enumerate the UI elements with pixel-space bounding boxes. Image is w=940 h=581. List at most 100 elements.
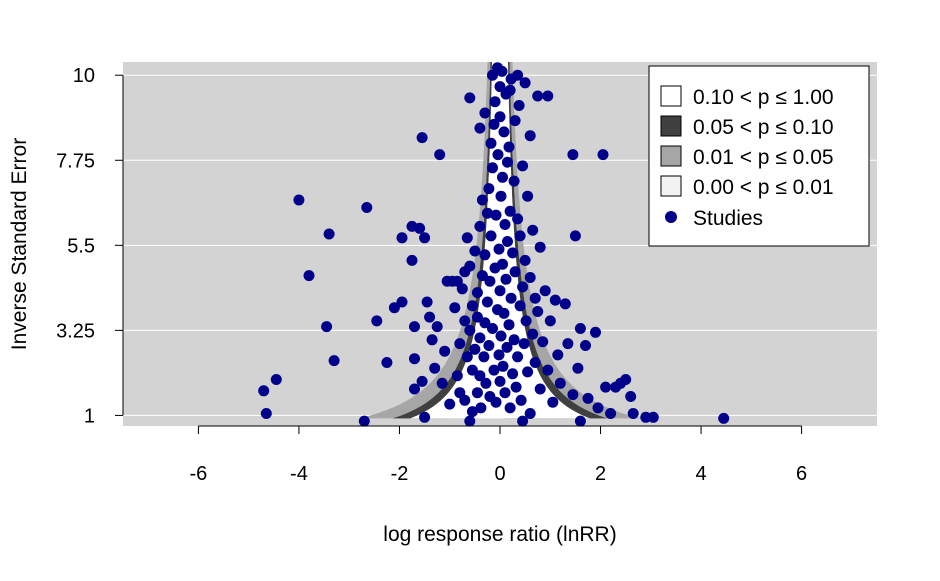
study-point	[361, 202, 373, 213]
y-tick-label: 3.25	[56, 320, 95, 342]
study-point	[497, 360, 509, 372]
study-point	[487, 69, 498, 81]
study-point	[371, 315, 383, 327]
study-point	[416, 375, 428, 387]
legend-swatch-2	[660, 115, 682, 137]
study-point	[498, 126, 510, 138]
study-point	[549, 294, 561, 306]
study-point	[562, 338, 574, 350]
study-point	[502, 236, 513, 247]
study-point	[456, 283, 468, 295]
legend-swatch-1	[660, 85, 682, 107]
study-point	[451, 370, 463, 382]
study-point	[552, 349, 564, 361]
x-axis: -6 -4 -2 0 2 4 6	[190, 425, 807, 485]
study-point	[494, 111, 506, 123]
study-point	[590, 326, 601, 338]
study-point	[496, 65, 508, 77]
study-point	[485, 230, 497, 242]
study-point	[469, 245, 481, 257]
study-point	[554, 377, 566, 389]
contour-regions	[359, 62, 641, 419]
study-point	[542, 90, 554, 102]
study-point	[605, 408, 617, 419]
x-tick-label: 2	[595, 463, 606, 485]
study-point	[559, 298, 571, 310]
legend: 0.10 < p ≤ 1.00 0.05 < p ≤ 0.10 0.01 < p…	[648, 65, 870, 247]
legend-swatch-4	[660, 175, 682, 197]
study-point	[519, 77, 531, 89]
study-point	[471, 311, 483, 323]
study-point	[409, 383, 420, 395]
study-point	[532, 90, 544, 102]
study-point	[487, 323, 498, 334]
x-tick-label: 0	[494, 463, 505, 485]
study-point	[469, 343, 481, 355]
study-point	[421, 296, 433, 308]
legend-swatch-3	[660, 145, 682, 167]
study-point	[474, 370, 486, 382]
study-point	[517, 415, 529, 427]
study-point	[471, 287, 483, 299]
study-point	[464, 92, 476, 104]
study-point	[474, 220, 486, 232]
study-point	[479, 107, 491, 119]
study-point	[321, 321, 333, 333]
x-tick-label: 6	[796, 463, 807, 485]
study-point	[449, 302, 461, 314]
study-point	[471, 387, 483, 399]
study-point	[497, 258, 508, 270]
study-point	[520, 315, 532, 327]
study-point	[481, 296, 493, 308]
legend-label-5: Studies	[693, 207, 763, 230]
study-point	[517, 160, 529, 172]
y-axis-title: Inverse Standard Error	[8, 138, 31, 350]
study-point	[527, 224, 539, 236]
study-point	[419, 232, 431, 244]
study-point	[444, 398, 456, 410]
study-point	[508, 175, 520, 187]
study-point	[513, 100, 525, 111]
contour-region-2	[410, 62, 590, 419]
study-point	[529, 292, 541, 304]
study-point	[503, 141, 515, 153]
study-point	[429, 362, 441, 374]
study-point	[502, 156, 513, 168]
study-point	[542, 364, 554, 376]
study-point	[625, 391, 637, 402]
study-point	[358, 415, 370, 427]
study-point	[519, 254, 531, 266]
study-point	[484, 275, 496, 287]
study-point	[485, 137, 497, 149]
study-point	[475, 402, 487, 414]
study-point	[567, 149, 579, 161]
study-point	[524, 408, 536, 419]
study-point	[532, 306, 544, 317]
study-point	[580, 340, 591, 351]
study-point	[600, 381, 612, 393]
study-point	[498, 307, 510, 319]
study-point	[592, 402, 604, 414]
study-point	[459, 315, 471, 327]
study-point	[544, 315, 556, 327]
study-point	[510, 381, 522, 393]
study-point	[547, 396, 559, 408]
study-point	[504, 205, 516, 217]
study-point	[505, 292, 517, 304]
study-point	[574, 323, 586, 334]
study-point	[497, 171, 508, 183]
study-point	[494, 285, 506, 297]
study-point	[323, 228, 335, 240]
study-point	[509, 266, 521, 278]
study-point	[431, 321, 443, 333]
study-point	[492, 149, 504, 161]
study-point	[474, 332, 486, 344]
study-point	[493, 243, 505, 255]
study-point	[474, 122, 486, 134]
x-tick-label: -4	[290, 463, 308, 485]
study-point	[416, 132, 428, 144]
study-point	[504, 402, 516, 414]
study-point	[260, 408, 272, 419]
study-point	[436, 377, 448, 389]
